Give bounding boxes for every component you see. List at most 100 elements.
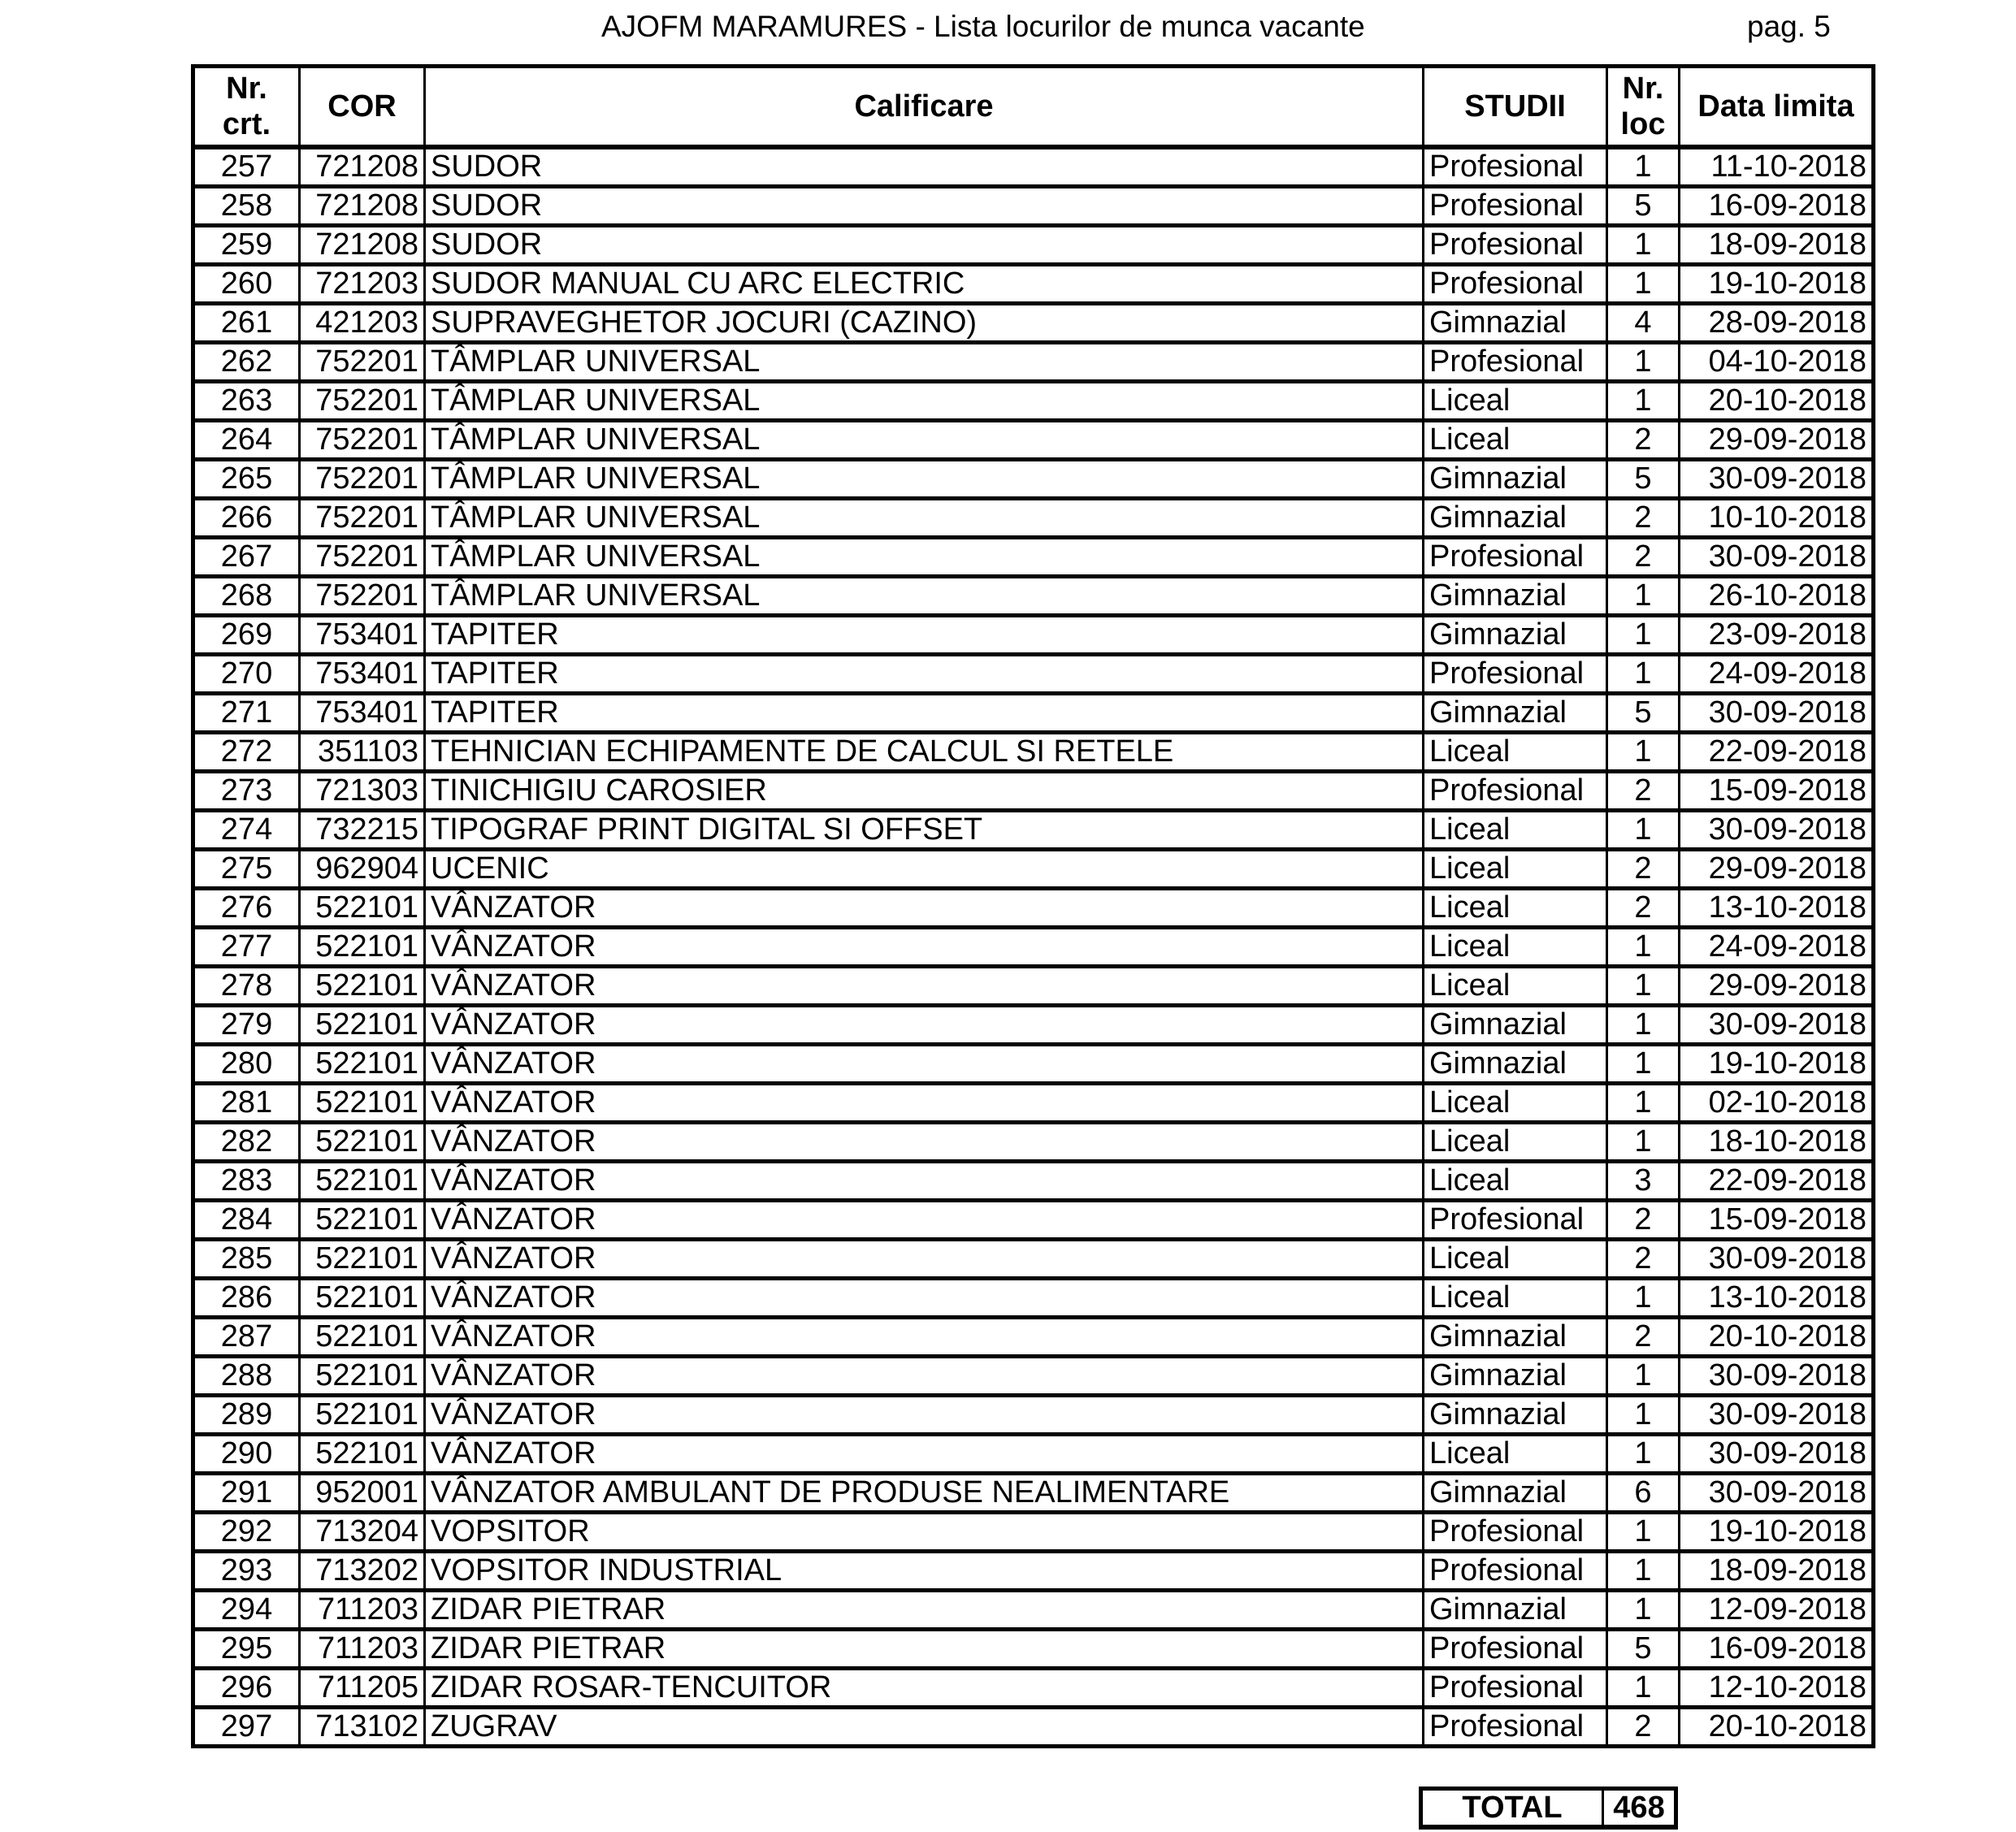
cell-data-limita: 15-09-2018 xyxy=(1678,770,1875,812)
cell-data-limita: 18-09-2018 xyxy=(1678,1550,1875,1592)
cell-data-limita: 16-09-2018 xyxy=(1678,1628,1875,1670)
cell-nr-loc: 6 xyxy=(1606,1472,1680,1514)
total-value: 468 xyxy=(1602,1788,1677,1830)
cell-calificare: ZUGRAV xyxy=(423,1706,1424,1748)
cell-nr-loc: 5 xyxy=(1606,692,1680,734)
cell-nr-loc: 1 xyxy=(1606,1667,1680,1709)
table-row: 269 753401 TAPITER Gimnazial 1 23-09-2018 xyxy=(192,614,1875,656)
cell-calificare: SUDOR xyxy=(423,224,1424,266)
cell-data-limita: 02-10-2018 xyxy=(1678,1082,1875,1124)
cell-cor: 752201 xyxy=(298,341,426,383)
cell-calificare: VÂNZATOR xyxy=(423,1394,1424,1436)
cell-nr-crt: 290 xyxy=(192,1433,301,1475)
cell-cor: 752201 xyxy=(298,458,426,500)
cell-cor: 721208 xyxy=(298,185,426,227)
cell-studii: Gimnazial xyxy=(1422,614,1608,656)
cell-calificare: TÂMPLAR UNIVERSAL xyxy=(423,380,1424,422)
cell-cor: 522101 xyxy=(298,1004,426,1046)
cell-studii: Profesional xyxy=(1422,1199,1608,1241)
cell-cor: 721203 xyxy=(298,263,426,305)
cell-cor: 962904 xyxy=(298,848,426,890)
cell-cor: 522101 xyxy=(298,965,426,1007)
table-row: 267 752201 TÂMPLAR UNIVERSAL Profesional 2 30… xyxy=(192,536,1875,578)
cell-nr-loc: 1 xyxy=(1606,1550,1680,1592)
cell-calificare: VÂNZATOR xyxy=(423,1160,1424,1202)
column-header-cor: COR xyxy=(298,65,426,149)
table-row: 280 522101 VÂNZATOR Gimnazial 1 19-10-2018 xyxy=(192,1043,1875,1085)
cell-studii: Profesional xyxy=(1422,1667,1608,1709)
column-header-studii: STUDII xyxy=(1422,65,1608,149)
cell-data-limita: 30-09-2018 xyxy=(1678,809,1875,851)
cell-studii: Profesional xyxy=(1422,145,1608,188)
cell-cor: 711203 xyxy=(298,1589,426,1631)
cell-nr-loc: 1 xyxy=(1606,380,1680,422)
cell-nr-loc: 2 xyxy=(1606,419,1680,461)
cell-data-limita: 10-10-2018 xyxy=(1678,497,1875,539)
cell-data-limita: 19-10-2018 xyxy=(1678,1511,1875,1553)
cell-studii: Profesional xyxy=(1422,1706,1608,1748)
cell-data-limita: 22-09-2018 xyxy=(1678,731,1875,773)
cell-calificare: SUDOR xyxy=(423,145,1424,188)
cell-studii: Liceal xyxy=(1422,965,1608,1007)
cell-cor: 713102 xyxy=(298,1706,426,1748)
table-row: 271 753401 TAPITER Gimnazial 5 30-09-2018 xyxy=(192,692,1875,734)
cell-nr-loc: 1 xyxy=(1606,341,1680,383)
cell-calificare: TÂMPLAR UNIVERSAL xyxy=(423,575,1424,617)
cell-nr-crt: 262 xyxy=(192,341,301,383)
cell-data-limita: 12-10-2018 xyxy=(1678,1667,1875,1709)
cell-calificare: VOPSITOR INDUSTRIAL xyxy=(423,1550,1424,1592)
cell-nr-loc: 2 xyxy=(1606,1706,1680,1748)
cell-calificare: VÂNZATOR xyxy=(423,1316,1424,1358)
cell-cor: 752201 xyxy=(298,575,426,617)
cell-nr-crt: 294 xyxy=(192,1589,301,1631)
cell-nr-crt: 258 xyxy=(192,185,301,227)
table-row: 263 752201 TÂMPLAR UNIVERSAL Liceal 1 20-10-2… xyxy=(192,380,1875,422)
table-row: 288 522101 VÂNZATOR Gimnazial 1 30-09-2018 xyxy=(192,1355,1875,1397)
cell-nr-loc: 1 xyxy=(1606,1004,1680,1046)
table-row: 289 522101 VÂNZATOR Gimnazial 1 30-09-2018 xyxy=(192,1394,1875,1436)
cell-cor: 522101 xyxy=(298,1277,426,1319)
cell-cor: 721303 xyxy=(298,770,426,812)
cell-data-limita: 13-10-2018 xyxy=(1678,1277,1875,1319)
table-row: 296 711205 ZIDAR ROSAR-TENCUITOR Profesiona… xyxy=(192,1667,1875,1709)
cell-calificare: TAPITER xyxy=(423,692,1424,734)
cell-nr-loc: 2 xyxy=(1606,1238,1680,1280)
table-row: 272 351103 TEHNICIAN ECHIPAMENTE DE CALCUL… xyxy=(192,731,1875,773)
vacancies-table: Nr. crt. COR Calificare STUDII Nr. loc D… xyxy=(191,64,1875,1748)
cell-nr-crt: 277 xyxy=(192,926,301,968)
cell-cor: 753401 xyxy=(298,692,426,734)
document-title: AJOFM MARAMURES - Lista locurilor de mun… xyxy=(601,10,1365,43)
cell-cor: 522101 xyxy=(298,1316,426,1358)
cell-cor: 522101 xyxy=(298,887,426,929)
cell-studii: Gimnazial xyxy=(1422,1043,1608,1085)
cell-nr-loc: 1 xyxy=(1606,653,1680,695)
cell-nr-crt: 265 xyxy=(192,458,301,500)
cell-calificare: SUDOR MANUAL CU ARC ELECTRIC xyxy=(423,263,1424,305)
cell-nr-loc: 1 xyxy=(1606,1355,1680,1397)
cell-cor: 732215 xyxy=(298,809,426,851)
cell-nr-loc: 1 xyxy=(1606,263,1680,305)
cell-data-limita: 30-09-2018 xyxy=(1678,1394,1875,1436)
cell-cor: 721208 xyxy=(298,224,426,266)
cell-cor: 522101 xyxy=(298,1355,426,1397)
column-header-nr-crt: Nr. crt. xyxy=(192,65,301,149)
cell-nr-loc: 1 xyxy=(1606,1082,1680,1124)
cell-nr-crt: 270 xyxy=(192,653,301,695)
cell-studii: Gimnazial xyxy=(1422,1004,1608,1046)
cell-nr-crt: 278 xyxy=(192,965,301,1007)
table-row: 291 952001 VÂNZATOR AMBULANT DE PRODUSE NE… xyxy=(192,1472,1875,1514)
cell-cor: 713204 xyxy=(298,1511,426,1553)
cell-studii: Gimnazial xyxy=(1422,1589,1608,1631)
cell-studii: Liceal xyxy=(1422,809,1608,851)
cell-studii: Liceal xyxy=(1422,1433,1608,1475)
cell-calificare: TÂMPLAR UNIVERSAL xyxy=(423,497,1424,539)
cell-nr-crt: 285 xyxy=(192,1238,301,1280)
cell-cor: 752201 xyxy=(298,419,426,461)
cell-calificare: VÂNZATOR xyxy=(423,1433,1424,1475)
cell-data-limita: 29-09-2018 xyxy=(1678,419,1875,461)
cell-studii: Liceal xyxy=(1422,1238,1608,1280)
cell-nr-loc: 1 xyxy=(1606,809,1680,851)
cell-nr-loc: 2 xyxy=(1606,497,1680,539)
cell-cor: 351103 xyxy=(298,731,426,773)
table-row: 264 752201 TÂMPLAR UNIVERSAL Liceal 2 29-09-2… xyxy=(192,419,1875,461)
